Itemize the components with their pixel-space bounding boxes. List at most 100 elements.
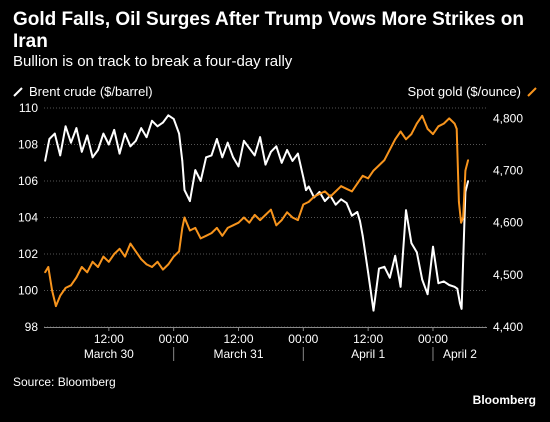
brent-point-34 — [221, 156, 224, 159]
gold-point-56 — [334, 190, 337, 193]
brent-point-28 — [189, 200, 191, 203]
brent-point-61 — [359, 220, 361, 223]
chart-subtitle: Bullion is on track to break a four-day … — [13, 53, 293, 70]
y-left-tick-3: 104 — [18, 211, 38, 225]
gold-point-71 — [415, 122, 418, 125]
brent-point-6 — [75, 127, 78, 129]
y-left-tick-6: 110 — [19, 101, 38, 115]
brent-point-53 — [318, 191, 321, 193]
brent-point-7 — [80, 150, 83, 153]
gold-point-32 — [205, 234, 208, 237]
brent-point-10 — [97, 149, 99, 151]
brent-point-15 — [124, 132, 126, 135]
brent-point-0 — [44, 160, 46, 162]
chart-title: Gold Falls, Oil Surges After Trump Vows … — [13, 9, 524, 52]
brent-point-37 — [237, 165, 240, 168]
day-label-3: April 2 — [443, 347, 477, 361]
gold-point-43 — [264, 214, 267, 216]
y-left-tick-1: 100 — [18, 284, 38, 298]
brent-point-33 — [216, 138, 218, 140]
gold-point-15 — [118, 247, 121, 250]
gold-point-17 — [129, 242, 132, 245]
gold-point-54 — [324, 190, 326, 193]
brent-point-71 — [410, 242, 413, 245]
legend-gold-label: Spot gold ($/ounce) — [407, 84, 521, 99]
brent-point-3 — [59, 154, 62, 157]
gold-point-25 — [172, 255, 175, 258]
gold-point-37 — [232, 224, 235, 227]
brent-point-32 — [210, 154, 213, 157]
gold-point-68 — [399, 130, 402, 133]
brent-point-48 — [297, 152, 299, 155]
brent-point-67 — [388, 276, 391, 279]
gold-point-38 — [237, 221, 240, 224]
gold-point-40 — [248, 221, 251, 224]
brent-point-41 — [259, 136, 261, 139]
brent-point-70 — [405, 209, 407, 212]
gold-point-84 — [467, 159, 469, 162]
brent-point-12 — [107, 143, 110, 146]
day-label-1: March 31 — [213, 347, 263, 361]
brent-point-78 — [448, 284, 451, 286]
gold-point-4 — [59, 294, 62, 297]
gold-point-52 — [313, 195, 315, 198]
brand-logo: Bloomberg — [472, 393, 536, 407]
brent-point-74 — [426, 293, 429, 296]
legend-gold-swatch — [527, 86, 537, 97]
legend-brent: Brent crude ($/barrel) — [13, 84, 153, 99]
gold-point-8 — [80, 266, 83, 268]
gold-point-21 — [151, 266, 153, 268]
gold-point-18 — [134, 250, 137, 253]
brent-point-20 — [151, 119, 153, 122]
legend-brent-swatch — [13, 86, 23, 97]
brent-point-49 — [302, 176, 305, 179]
source-note: Source: Bloomberg — [13, 375, 116, 389]
brent-point-30 — [199, 180, 202, 182]
brent-point-50 — [305, 189, 307, 192]
brent-point-29 — [194, 169, 197, 172]
gold-point-45 — [275, 224, 278, 227]
brent-point-82 — [460, 307, 463, 310]
gold-point-36 — [226, 227, 229, 229]
brent-point-77 — [442, 280, 445, 283]
gold-point-3 — [55, 305, 57, 307]
gold-point-59 — [351, 190, 353, 193]
gold-point-74 — [432, 133, 434, 136]
gold-point-6 — [70, 284, 72, 287]
gold-point-82 — [462, 216, 465, 219]
brent-point-19 — [145, 136, 148, 139]
gold-point-5 — [64, 287, 67, 289]
brent-point-17 — [134, 139, 137, 142]
brent-point-84 — [467, 180, 469, 182]
brent-point-23 — [167, 114, 170, 117]
brent-point-63 — [367, 271, 369, 274]
brent-point-57 — [340, 198, 342, 201]
brent-point-69 — [399, 285, 402, 288]
gold-point-67 — [394, 138, 397, 141]
x-tick-label-3: 00:00 — [288, 332, 318, 346]
gold-point-9 — [86, 271, 89, 274]
brent-point-24 — [172, 118, 175, 120]
gold-point-27 — [181, 227, 184, 229]
brent-point-65 — [378, 267, 380, 270]
y-right-tick-3: 4,700 — [493, 164, 523, 178]
gold-point-42 — [259, 219, 261, 222]
gold-point-20 — [145, 263, 148, 266]
brent-point-11 — [102, 132, 105, 135]
gold-point-35 — [221, 234, 224, 237]
gold-point-13 — [107, 260, 110, 263]
brent-point-46 — [286, 149, 288, 151]
gold-point-28 — [183, 216, 186, 219]
gold-point-46 — [280, 219, 283, 222]
gold-point-81 — [460, 221, 462, 224]
gold-point-61 — [361, 174, 364, 177]
y-right-tick-4: 4,800 — [493, 111, 523, 125]
brent-point-26 — [181, 160, 184, 162]
gold-point-1 — [47, 266, 50, 268]
brent-point-9 — [91, 156, 94, 159]
x-tick-label-5: 00:00 — [418, 332, 448, 346]
brent-point-81 — [459, 302, 461, 305]
brent-point-31 — [205, 156, 208, 159]
brent-point-35 — [226, 141, 229, 144]
y-left-tick-4: 106 — [18, 174, 38, 188]
